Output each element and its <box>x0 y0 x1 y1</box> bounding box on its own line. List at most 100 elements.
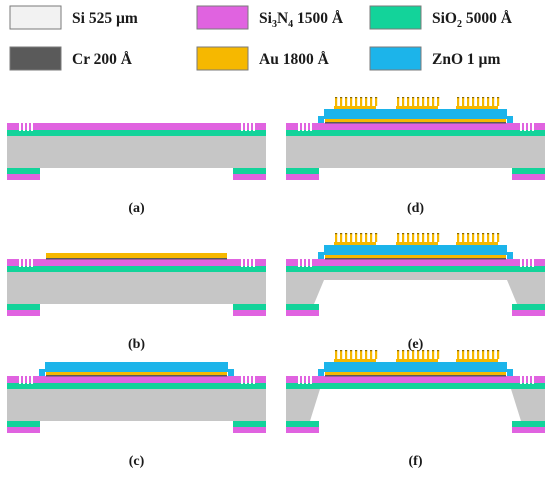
legend-swatch-au <box>196 46 249 71</box>
idt-finger <box>397 98 400 106</box>
idt-finger <box>467 234 470 242</box>
zno-piezo-layer <box>318 362 513 376</box>
idt-finger-tip <box>462 233 465 235</box>
idt-finger <box>422 234 425 242</box>
alignment-mark-left <box>310 371 312 384</box>
si-substrate <box>7 389 266 421</box>
panel-f: (f) <box>286 350 545 469</box>
idt-finger <box>422 98 425 106</box>
idt-finger <box>360 234 363 242</box>
idt-finger-tip <box>402 97 405 99</box>
si3n4-back-left <box>7 427 40 433</box>
idt-finger <box>487 234 490 242</box>
idt-finger <box>497 351 500 359</box>
alignment-mark-left <box>310 254 312 267</box>
idt-finger-tip <box>402 350 405 352</box>
alignment-mark-right <box>241 371 243 384</box>
si3n4-front <box>7 123 266 130</box>
idt-finger-tip <box>370 97 373 99</box>
idt-bus-bar <box>334 106 376 109</box>
legend-item-sio2: SiO2 5000 Å <box>369 5 513 30</box>
alignment-mark-left <box>31 118 33 131</box>
idt-finger <box>402 351 405 359</box>
idt-finger-tip <box>427 350 430 352</box>
idt-finger <box>335 351 338 359</box>
legend-label-si: Si 525 µm <box>72 10 138 27</box>
idt-finger <box>397 234 400 242</box>
idt-comb-3 <box>456 233 500 245</box>
idt-finger <box>335 98 338 106</box>
si3n4-back-left <box>7 310 40 316</box>
idt-finger-tip <box>477 97 480 99</box>
idt-finger <box>457 234 460 242</box>
si-right-frame <box>511 389 545 421</box>
sio2-back-right <box>512 421 545 427</box>
alignment-mark-right <box>249 118 251 131</box>
au-bottom-electrode-front <box>325 372 506 375</box>
idt-finger <box>437 234 440 242</box>
panel-caption: (a) <box>128 201 145 216</box>
zno-piezo-layer <box>318 109 513 123</box>
idt-finger <box>482 234 485 242</box>
idt-bus-bar <box>396 359 438 362</box>
si-substrate <box>7 136 266 168</box>
idt-finger-tip <box>497 97 500 99</box>
panel-caption: (d) <box>407 201 424 216</box>
idt-finger-tip <box>487 350 490 352</box>
idt-finger <box>407 351 410 359</box>
idt-finger-tip <box>407 350 410 352</box>
si-substrate <box>286 136 545 168</box>
idt-finger-tip <box>350 233 353 235</box>
legend-label-zno: ZnO 1 µm <box>432 51 500 68</box>
alignment-mark-left <box>306 254 308 267</box>
panel-e: (e) <box>286 233 545 352</box>
alignment-mark-left <box>27 118 29 131</box>
panel-a: (a) <box>7 118 266 216</box>
alignment-mark-left <box>302 118 304 131</box>
idt-finger <box>462 98 465 106</box>
sio2-back-right <box>512 304 545 310</box>
alignment-mark-right <box>528 371 530 384</box>
panel-c: (c) <box>7 362 266 469</box>
idt-finger <box>477 351 480 359</box>
cr-adhesion-layer <box>46 258 227 260</box>
alignment-mark-left <box>302 371 304 384</box>
idt-finger-tip <box>437 97 440 99</box>
idt-finger-tip <box>340 233 343 235</box>
idt-finger <box>467 98 470 106</box>
alignment-mark-right <box>524 118 526 131</box>
alignment-mark-right <box>249 371 251 384</box>
alignment-mark-left <box>306 118 308 131</box>
alignment-mark-left <box>310 118 312 131</box>
idt-finger-tip <box>375 233 378 235</box>
idt-finger <box>365 234 368 242</box>
idt-finger <box>412 98 415 106</box>
idt-finger <box>340 98 343 106</box>
idt-finger-tip <box>417 350 420 352</box>
idt-finger <box>407 234 410 242</box>
idt-finger-tip <box>457 233 460 235</box>
idt-finger-tip <box>355 350 358 352</box>
idt-finger-tip <box>467 233 470 235</box>
legend-label-si3n4: Si3N4 1500 Å <box>259 10 344 30</box>
idt-finger-tip <box>360 233 363 235</box>
idt-bus-bar <box>396 106 438 109</box>
cr-layer-front <box>325 258 506 260</box>
alignment-mark-right <box>532 254 534 267</box>
alignment-mark-left <box>31 254 33 267</box>
idt-bus-bar <box>456 106 498 109</box>
idt-finger <box>427 98 430 106</box>
cr-layer-front <box>325 122 506 124</box>
idt-finger-tip <box>497 350 500 352</box>
idt-finger-tip <box>355 233 358 235</box>
idt-finger-tip <box>360 97 363 99</box>
idt-finger-tip <box>402 233 405 235</box>
idt-finger <box>492 351 495 359</box>
idt-finger-tip <box>427 97 430 99</box>
legend-swatch-sio2 <box>369 5 422 30</box>
idt-finger-tip <box>412 233 415 235</box>
sio2-back-right <box>233 304 266 310</box>
idt-comb-1 <box>334 97 378 109</box>
idt-finger <box>365 351 368 359</box>
panel-caption: (b) <box>128 337 145 352</box>
